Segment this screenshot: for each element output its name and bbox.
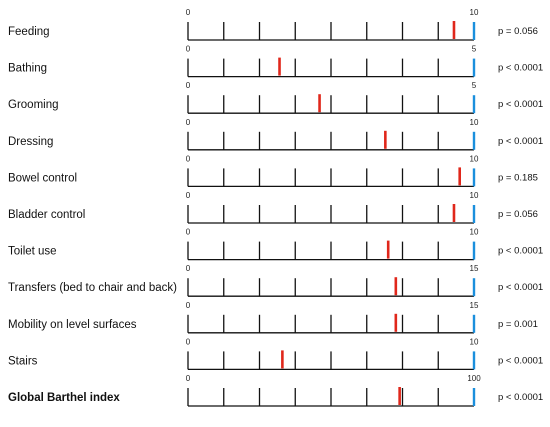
- axis-min-label: 0: [186, 374, 191, 383]
- p-value: p < 0.0001: [498, 355, 543, 366]
- axis-max-label: 15: [470, 264, 479, 273]
- row-label: Bowel control: [8, 172, 77, 184]
- chart-row: Global Barthel index 0 100 p < 0.0001: [8, 374, 543, 407]
- axis-max-label: 5: [472, 81, 477, 90]
- p-value: p < 0.0001: [498, 63, 543, 74]
- axis-min-label: 0: [186, 45, 191, 54]
- axis-max-label: 10: [470, 118, 479, 127]
- axis-min-label: 0: [186, 264, 191, 273]
- axis-max-label: 10: [470, 154, 479, 163]
- axis-min-label: 0: [186, 154, 191, 163]
- axis-max-label: 10: [470, 337, 479, 346]
- axis-max-label: 15: [470, 301, 479, 310]
- chart-row: Toilet use 0 10 p < 0.0001: [8, 228, 543, 261]
- p-value: p < 0.0001: [498, 99, 543, 110]
- row-label: Bladder control: [8, 209, 85, 221]
- axis-min-label: 0: [186, 337, 191, 346]
- row-label: Transfers (bed to chair and back): [8, 282, 177, 294]
- chart-row: Bladder control 0 10 p = 0.056: [8, 191, 538, 224]
- p-value: p < 0.0001: [498, 392, 543, 403]
- chart-row: Mobility on level surfaces 0 15 p = 0.001: [8, 301, 538, 334]
- chart-row: Bathing 0 5 p < 0.0001: [8, 45, 543, 78]
- axis-min-label: 0: [186, 228, 191, 237]
- axis-min-label: 0: [186, 301, 191, 310]
- row-label: Toilet use: [8, 246, 57, 258]
- chart-row: Transfers (bed to chair and back) 0 15 p < …: [8, 264, 543, 297]
- row-label: Global Barthel index: [8, 392, 120, 404]
- p-value: p = 0.185: [498, 172, 538, 183]
- p-value: p < 0.0001: [498, 246, 543, 257]
- row-label: Feeding: [8, 26, 50, 38]
- axis-max-label: 10: [470, 8, 479, 17]
- axis-max-label: 100: [467, 374, 481, 383]
- p-value: p = 0.056: [498, 209, 538, 220]
- chart-row: Feeding 0 10 p = 0.056: [8, 8, 538, 41]
- axis-max-label: 10: [470, 228, 479, 237]
- p-value: p = 0.001: [498, 319, 538, 330]
- chart-row: Dressing 0 10 p < 0.0001: [8, 118, 543, 151]
- axis-min-label: 0: [186, 191, 191, 200]
- chart-row: Grooming 0 5 p < 0.0001: [8, 81, 543, 114]
- axis-min-label: 0: [186, 118, 191, 127]
- p-value: p = 0.056: [498, 26, 538, 37]
- chart-row: Bowel control 0 10 p = 0.185: [8, 154, 538, 188]
- p-value: p < 0.0001: [498, 136, 543, 147]
- axis-max-label: 10: [470, 191, 479, 200]
- row-label: Stairs: [8, 355, 38, 367]
- axis-max-label: 5: [472, 45, 477, 54]
- row-label: Dressing: [8, 136, 53, 148]
- chart-row: Stairs 0 10 p < 0.0001: [8, 337, 543, 371]
- axis-min-label: 0: [186, 8, 191, 17]
- row-label: Grooming: [8, 99, 59, 111]
- axis-min-label: 0: [186, 81, 191, 90]
- p-value: p < 0.0001: [498, 282, 543, 293]
- row-label: Bathing: [8, 63, 47, 75]
- row-label: Mobility on level surfaces: [8, 319, 137, 331]
